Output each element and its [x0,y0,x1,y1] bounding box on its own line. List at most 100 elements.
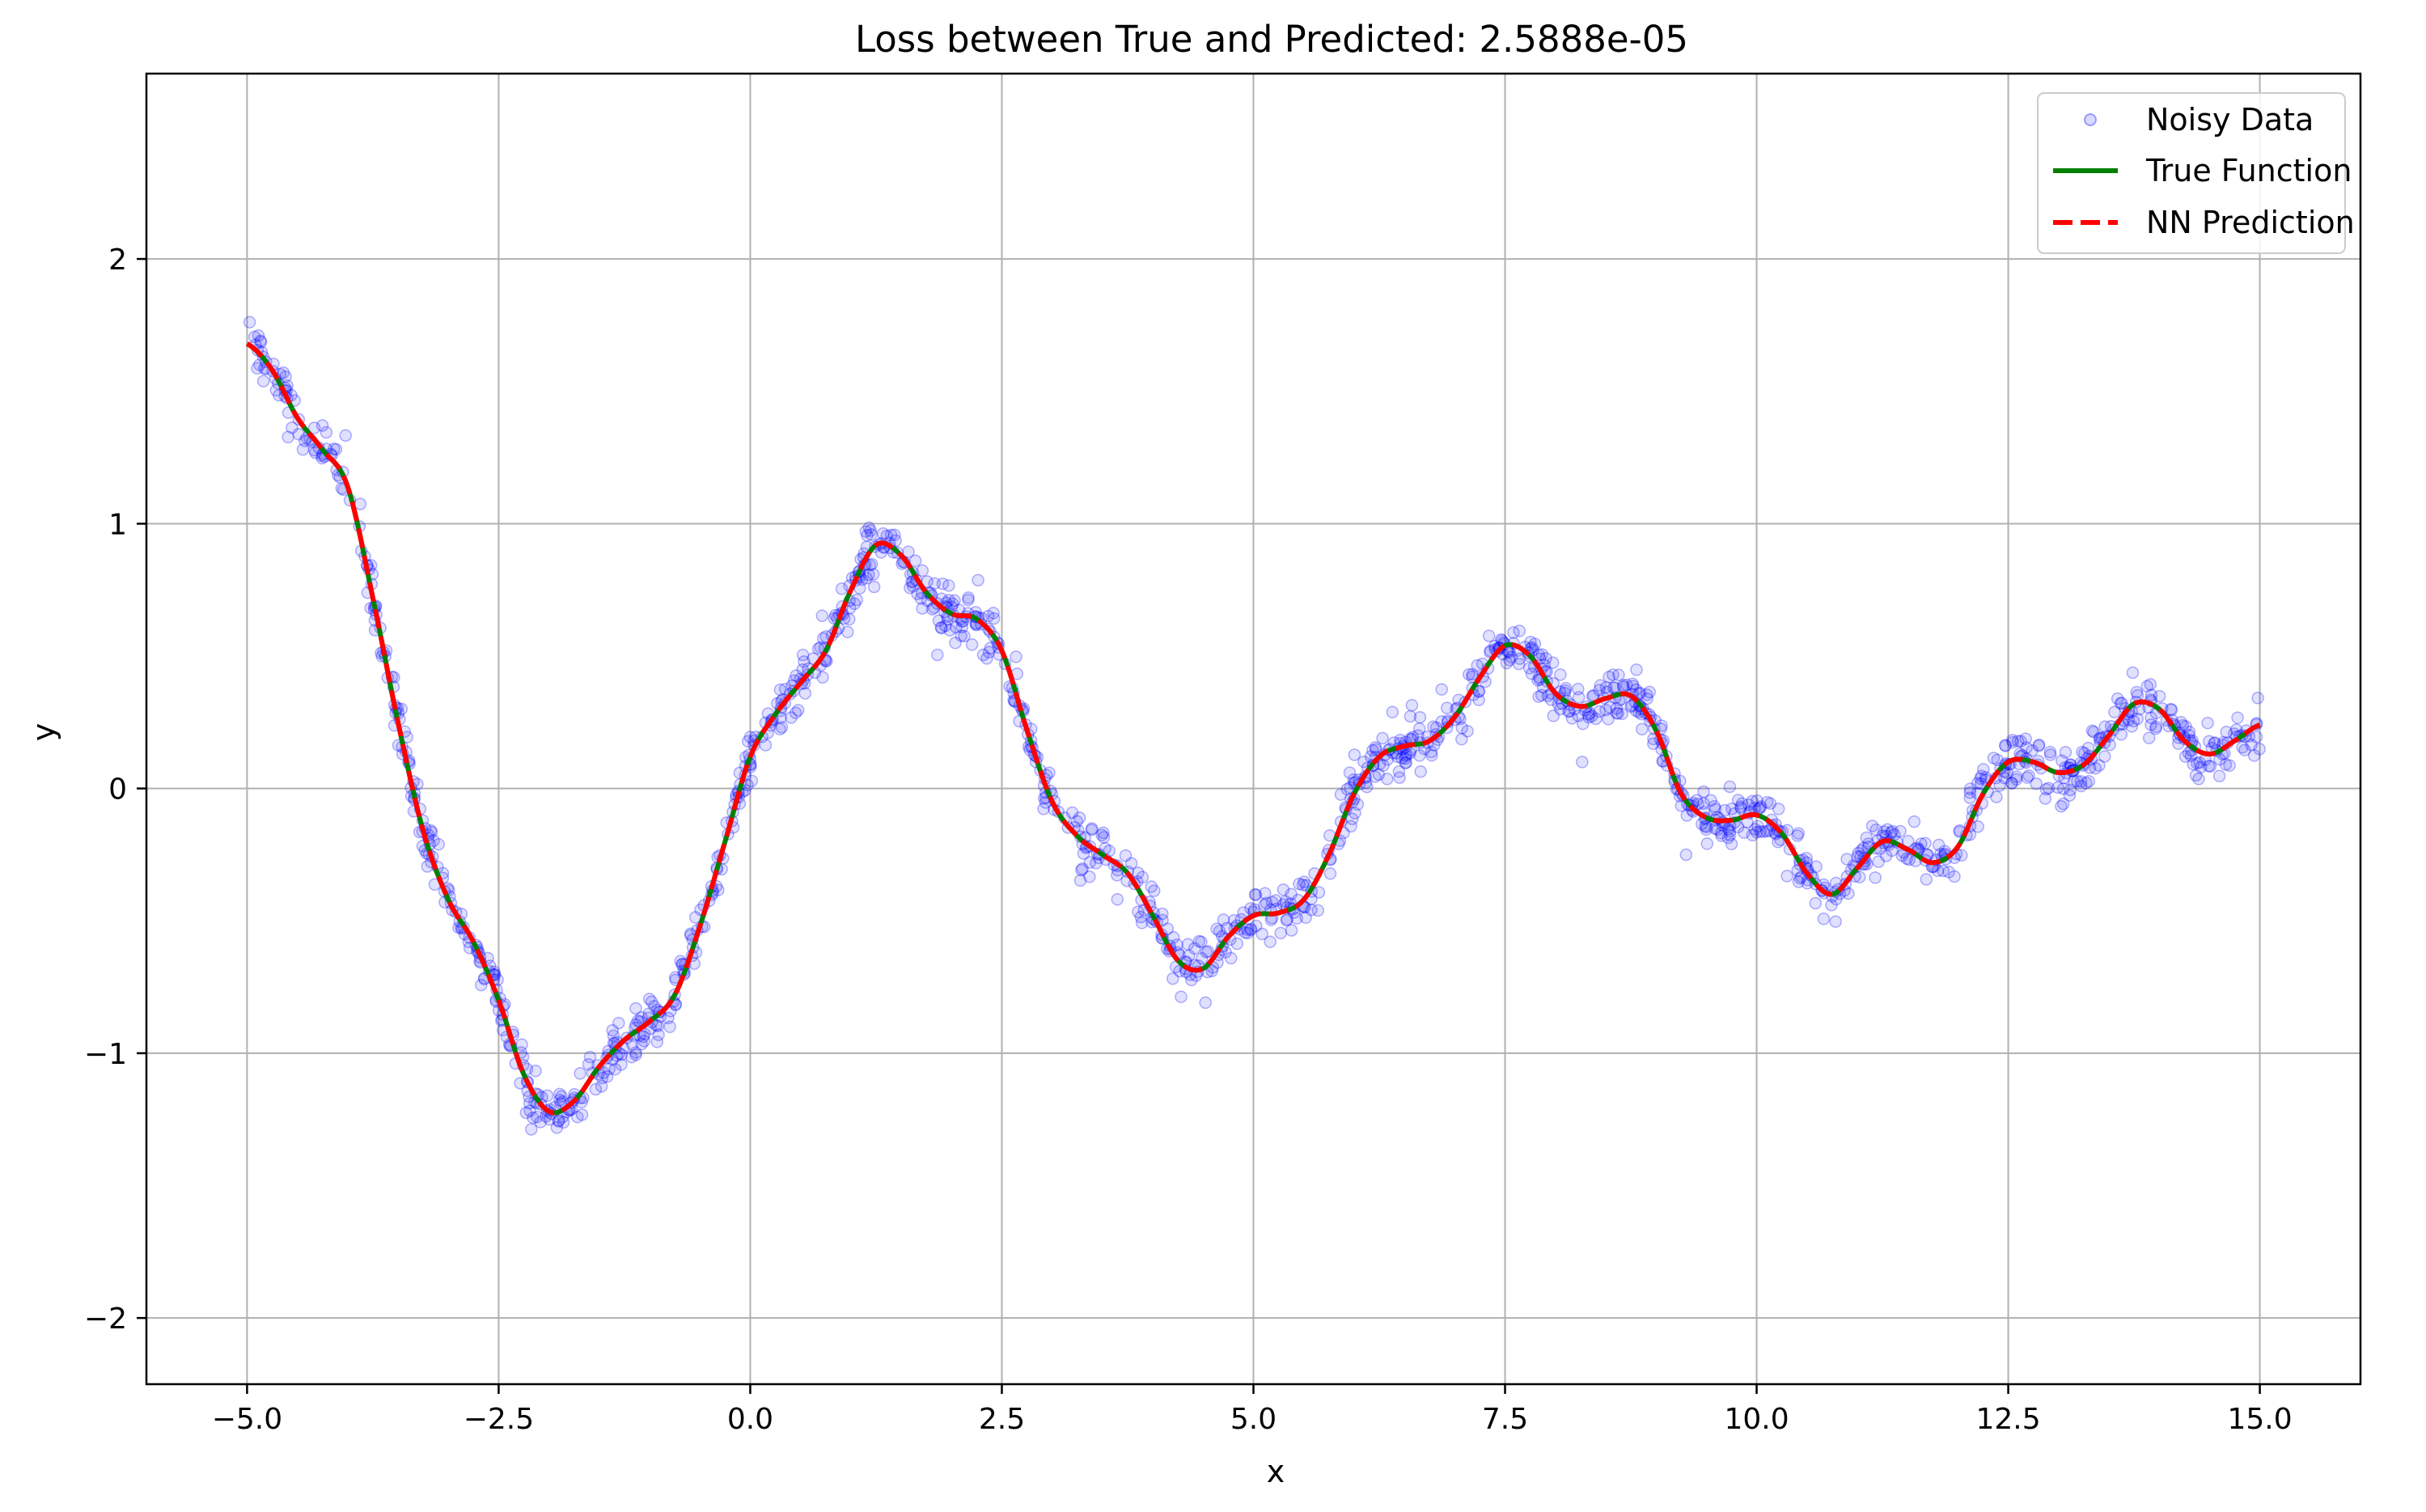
noisy-data-point [1594,679,1607,692]
noisy-data-point [1865,820,1879,832]
noisy-data-point [606,1023,619,1037]
noisy-data-point [1323,867,1337,880]
noisy-data-point [1441,701,1454,714]
noisy-data-point [943,624,956,637]
noisy-data-point [597,1066,611,1079]
noisy-data-point [1404,747,1416,760]
noisy-data-point [1647,737,1660,751]
noisy-data-point [254,336,268,349]
noisy-data-point [1097,826,1110,840]
noisy-data-point [1886,824,1899,838]
noisy-data-point [2005,734,2019,747]
noisy-data-point [552,1115,565,1128]
noisy-data-point [1173,964,1186,978]
noisy-data-point [884,528,898,542]
noisy-data-point [1696,817,1708,831]
noisy-data-point [286,421,298,434]
noisy-data-point [1857,841,1870,855]
noisy-data-point [595,1071,609,1085]
noisy-data-point [2043,745,2057,759]
noisy-data-point [651,1019,665,1032]
noisy-data-point [865,527,878,541]
noisy-data-point [841,625,854,639]
noisy-data-point [523,1096,536,1110]
noisy-data-point [1610,702,1624,715]
noisy-data-point [1643,685,1656,699]
noisy-data-point [1948,870,1961,883]
noisy-data-point [1311,904,1325,917]
noisy-data-point [949,636,962,650]
noisy-data-point [292,427,305,441]
noisy-data-point [798,655,811,668]
noisy-data-scatter [243,316,2266,1136]
noisy-data-point [791,704,805,717]
noisy-data-point [1539,651,1552,665]
noisy-data-point [1708,822,1721,835]
noisy-data-point [2219,758,2233,771]
noisy-data-point [2056,797,2070,811]
noisy-data-point [1697,797,1710,810]
noisy-data-point [2204,760,2217,773]
noisy-data-point [582,1057,595,1071]
noisy-data-point [1370,743,1382,756]
noisy-data-point [935,621,948,635]
noisy-data-point [1463,667,1475,681]
noisy-data-point [1413,749,1426,762]
noisy-data-point [1532,648,1546,662]
noisy-data-point [1147,884,1161,897]
noisy-data-point [2032,739,2046,752]
noisy-data-point [1393,771,1406,785]
noisy-data-point [1748,823,1762,836]
noisy-data-point [527,1111,540,1124]
noisy-data-point [1755,800,1768,813]
noisy-data-point [778,683,792,696]
noisy-data-point [1708,803,1722,816]
noisy-data-point [889,534,902,548]
noisy-data-point [631,1014,645,1027]
noisy-data-point [1230,937,1244,951]
noisy-data-point [1119,849,1133,862]
noisy-data-point [2131,712,2144,726]
noisy-data-point [650,1036,664,1048]
noisy-data-point [1630,663,1643,676]
x-tick-label: 5.0 [1230,1403,1277,1436]
noisy-data-point [1427,720,1440,733]
noisy-data-point [243,316,256,329]
noisy-data-point [1855,844,1868,857]
noisy-data-point [1565,712,1579,725]
noisy-data-point [1220,921,1234,935]
x-tick-label: 2.5 [979,1403,1025,1436]
noisy-data-point [1043,766,1056,779]
noisy-data-point [2064,783,2077,797]
noisy-data-point [2039,782,2053,796]
noisy-data-point [1559,681,1573,695]
noisy-data-point [1817,913,1831,925]
noisy-data-point [2144,711,2157,724]
noisy-data-point [1624,700,1638,714]
noisy-data-point [1037,803,1050,815]
noisy-data-point [1869,823,1882,836]
noisy-data-point [1192,934,1206,948]
noisy-data-point [904,581,917,595]
noisy-data-point [1213,925,1226,938]
noisy-data-point [557,1116,570,1129]
noisy-data-point [1524,635,1537,649]
noisy-data-point [1083,870,1096,883]
noisy-data-point [1285,887,1298,901]
x-tick-label: −5.0 [212,1403,282,1436]
noisy-data-point [1920,873,1933,886]
noisy-data-point [2051,781,2064,794]
noisy-data-point [2183,729,2195,742]
noisy-data-point [759,739,773,752]
noisy-data-point [1348,807,1361,820]
noisy-data-point [2005,777,2018,790]
noisy-data-point [1281,913,1293,926]
noisy-data-point [816,632,830,645]
noisy-data-point [354,498,367,510]
noisy-data-point [1572,709,1585,722]
noisy-data-point [2074,779,2088,793]
noisy-data-point [1238,926,1252,939]
noisy-data-point [2144,718,2157,731]
noisy-data-point [914,591,928,605]
